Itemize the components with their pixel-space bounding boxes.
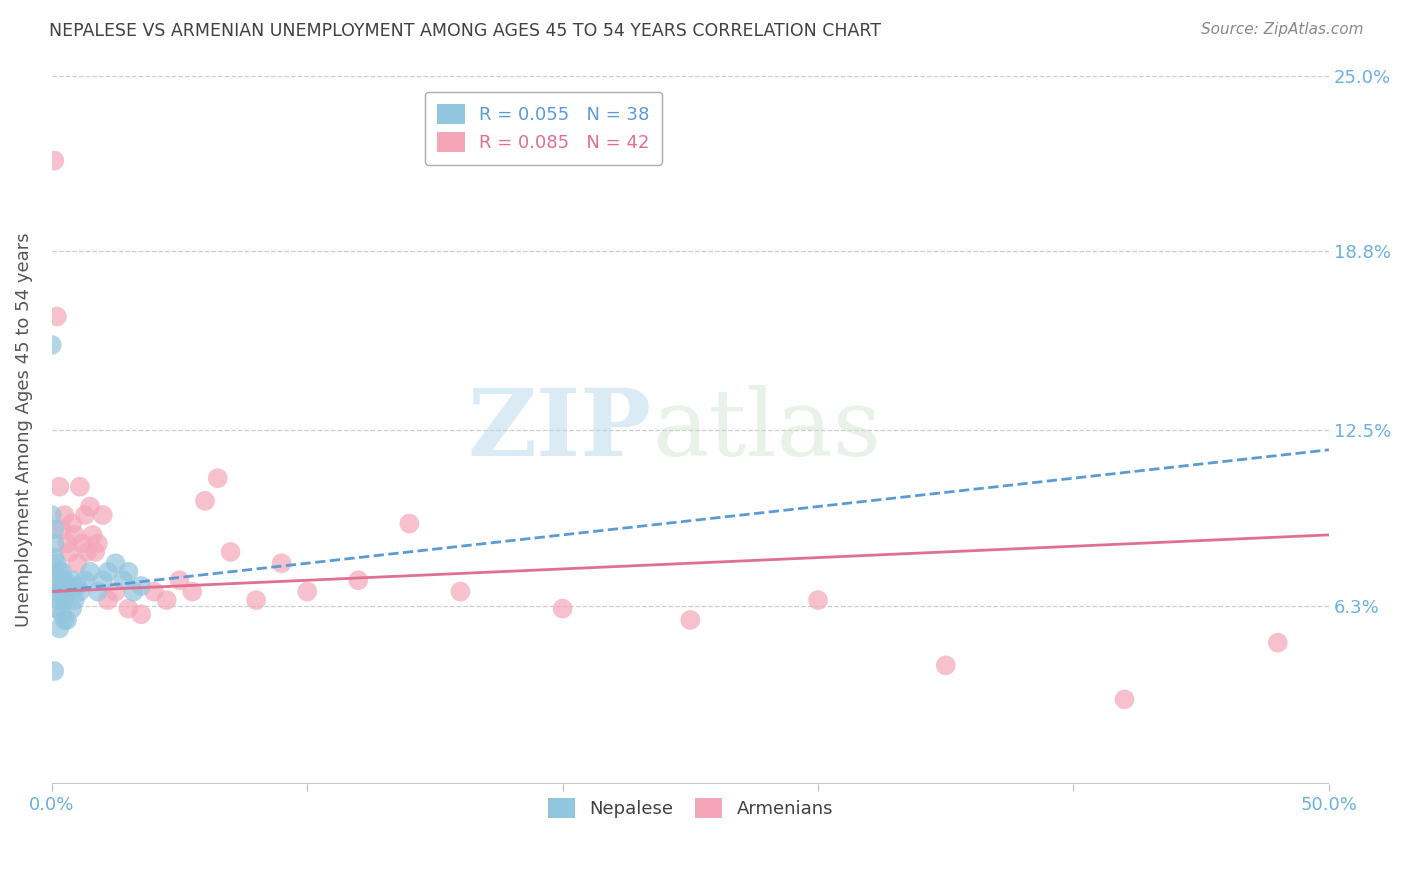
Point — [129, 579, 152, 593]
Point — [53, 574, 76, 588]
Point — [156, 593, 179, 607]
Point — [104, 556, 127, 570]
Point — [551, 601, 574, 615]
Point — [73, 508, 96, 522]
Point — [60, 601, 83, 615]
Point — [44, 664, 66, 678]
Point — [207, 471, 229, 485]
Point — [44, 522, 66, 536]
Point — [63, 593, 86, 607]
Point — [91, 574, 114, 588]
Y-axis label: Unemployment Among Ages 45 to 54 years: Unemployment Among Ages 45 to 54 years — [15, 233, 32, 627]
Point — [129, 607, 152, 622]
Point — [104, 584, 127, 599]
Point — [66, 579, 89, 593]
Point — [45, 584, 67, 599]
Point — [76, 545, 98, 559]
Point — [44, 550, 66, 565]
Point — [169, 574, 191, 588]
Point — [82, 528, 104, 542]
Point — [51, 565, 73, 579]
Point — [245, 593, 267, 607]
Point — [97, 565, 120, 579]
Point — [295, 584, 318, 599]
Point — [48, 480, 70, 494]
Point — [53, 593, 76, 607]
Point — [1114, 692, 1136, 706]
Point — [45, 574, 67, 588]
Point — [69, 584, 91, 599]
Point — [79, 565, 101, 579]
Point — [59, 545, 82, 559]
Point — [117, 601, 139, 615]
Point — [53, 613, 76, 627]
Point — [56, 536, 79, 550]
Point — [270, 556, 292, 570]
Text: ZIP: ZIP — [468, 385, 652, 475]
Point — [181, 584, 204, 599]
Point — [449, 584, 471, 599]
Point — [66, 556, 89, 570]
Point — [63, 528, 86, 542]
Point — [69, 480, 91, 494]
Point — [60, 516, 83, 531]
Point — [398, 516, 420, 531]
Point — [122, 584, 145, 599]
Point — [219, 545, 242, 559]
Point — [48, 579, 70, 593]
Text: Source: ZipAtlas.com: Source: ZipAtlas.com — [1201, 22, 1364, 37]
Point — [84, 545, 107, 559]
Point — [935, 658, 957, 673]
Point — [73, 574, 96, 588]
Point — [72, 536, 94, 550]
Point — [60, 574, 83, 588]
Point — [41, 508, 63, 522]
Point — [56, 613, 79, 627]
Text: atlas: atlas — [652, 385, 882, 475]
Point — [112, 574, 135, 588]
Point — [48, 565, 70, 579]
Point — [51, 522, 73, 536]
Point — [79, 500, 101, 514]
Text: NEPALESE VS ARMENIAN UNEMPLOYMENT AMONG AGES 45 TO 54 YEARS CORRELATION CHART: NEPALESE VS ARMENIAN UNEMPLOYMENT AMONG … — [49, 22, 882, 40]
Point — [87, 584, 110, 599]
Point — [51, 607, 73, 622]
Point — [41, 338, 63, 352]
Point — [91, 508, 114, 522]
Point — [53, 508, 76, 522]
Point — [45, 601, 67, 615]
Point — [97, 593, 120, 607]
Point — [45, 556, 67, 570]
Point — [142, 584, 165, 599]
Point — [48, 622, 70, 636]
Legend: Nepalese, Armenians: Nepalese, Armenians — [540, 790, 841, 825]
Point — [679, 613, 702, 627]
Point — [48, 593, 70, 607]
Point — [807, 593, 830, 607]
Point — [194, 494, 217, 508]
Point — [1267, 635, 1289, 649]
Point — [51, 584, 73, 599]
Point — [44, 153, 66, 168]
Point — [59, 579, 82, 593]
Point — [56, 584, 79, 599]
Point — [347, 574, 370, 588]
Point — [117, 565, 139, 579]
Point — [44, 536, 66, 550]
Point — [87, 536, 110, 550]
Point — [45, 310, 67, 324]
